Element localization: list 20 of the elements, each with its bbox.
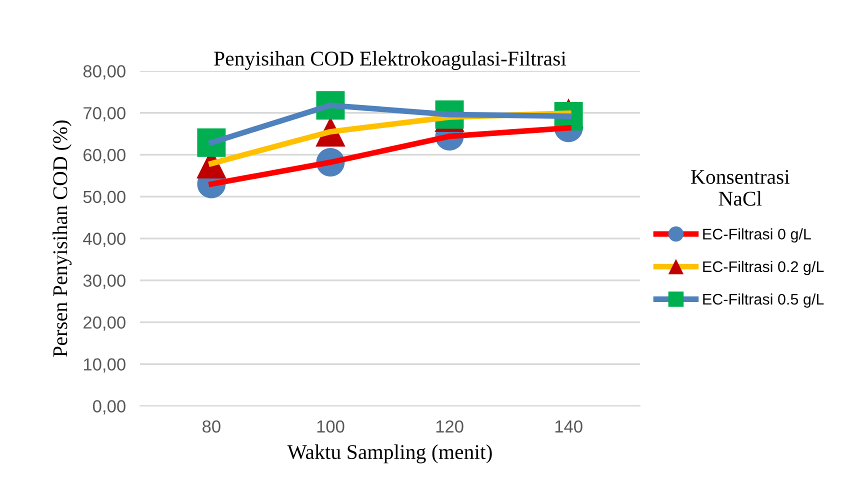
x-tick-label: 100 [317,420,344,433]
x-tick-label: 80 [202,420,220,433]
y-tick-label: 70,00 [84,107,126,122]
legend-label: EC-Filtrasi 0.5 g/L [703,293,824,308]
y-tick-label: 30,00 [83,274,126,289]
y-tick-label: 10,00 [84,358,126,373]
y-axis-title: Persen Penyisihan COD (%) [52,120,72,357]
chart-title: Penyisihan COD Elektrokoagulasi-Filtrasi [214,50,566,70]
y-tick-label: 40,00 [83,232,126,248]
x-axis-title: Waktu Sampling (menit) [287,444,492,464]
x-tick-label: 120 [436,420,464,433]
y-tick-label: 80,00 [83,65,126,80]
legend-label: EC-Filtrasi 0 g/L [703,228,811,243]
y-tick-label: 50,00 [83,190,126,206]
legend-title: Konsentrasi NaCl [690,170,790,206]
y-tick-label: 20,00 [84,316,126,331]
legend-label: EC-Filtrasi 0.2 g/L [703,260,824,276]
y-tick-label: 0,00 [93,400,126,415]
x-tick-label: 140 [555,420,582,433]
y-tick-label: 60,00 [84,148,126,164]
